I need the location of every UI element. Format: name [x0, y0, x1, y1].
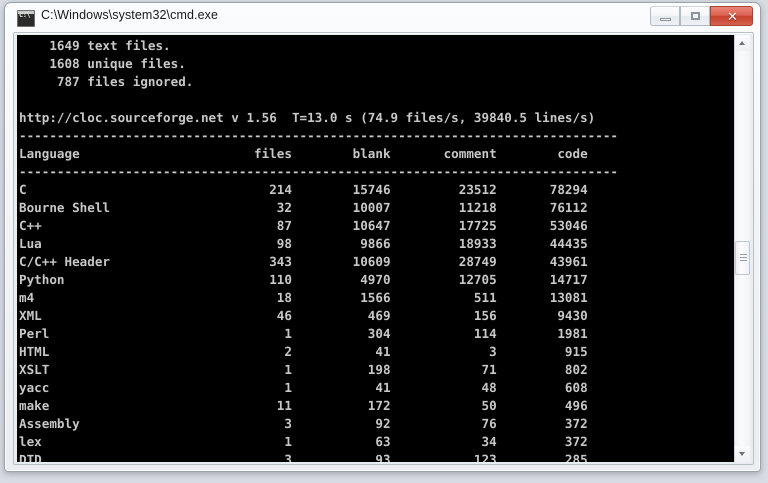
- cmd-window[interactable]: c:\ C:\Windows\system32\cmd.exe ✕ 1649 t…: [4, 2, 761, 472]
- console-client-area: 1649 text files. 1608 unique files. 787 …: [13, 32, 754, 465]
- scroll-thumb-grip-icon: [740, 254, 747, 263]
- maximize-icon: [681, 7, 709, 25]
- maximize-button[interactable]: [680, 6, 710, 26]
- minimize-icon: [651, 7, 679, 25]
- icon-prompt-glyph: c:\: [19, 11, 31, 19]
- console-scrollbar[interactable]: [734, 35, 750, 462]
- console-output[interactable]: 1649 text files. 1608 unique files. 787 …: [17, 35, 734, 462]
- window-title: C:\Windows\system32\cmd.exe: [41, 8, 219, 22]
- scroll-down-arrow-button[interactable]: [735, 446, 750, 462]
- window-titlebar[interactable]: c:\ C:\Windows\system32\cmd.exe ✕: [5, 3, 760, 32]
- minimize-button[interactable]: [650, 6, 680, 26]
- scroll-up-arrow-icon: [739, 41, 745, 45]
- scroll-thumb[interactable]: [735, 241, 750, 275]
- console-text: 1649 text files. 1608 unique files. 787 …: [19, 38, 618, 462]
- scroll-up-arrow-button[interactable]: [735, 35, 750, 51]
- close-button[interactable]: ✕: [710, 6, 753, 26]
- icon-titlebar-strip: [18, 11, 34, 14]
- close-icon: ✕: [711, 7, 752, 25]
- scroll-down-arrow-icon: [739, 452, 745, 456]
- close-glyph: ✕: [727, 10, 738, 25]
- cmd-console-icon: c:\: [17, 10, 35, 27]
